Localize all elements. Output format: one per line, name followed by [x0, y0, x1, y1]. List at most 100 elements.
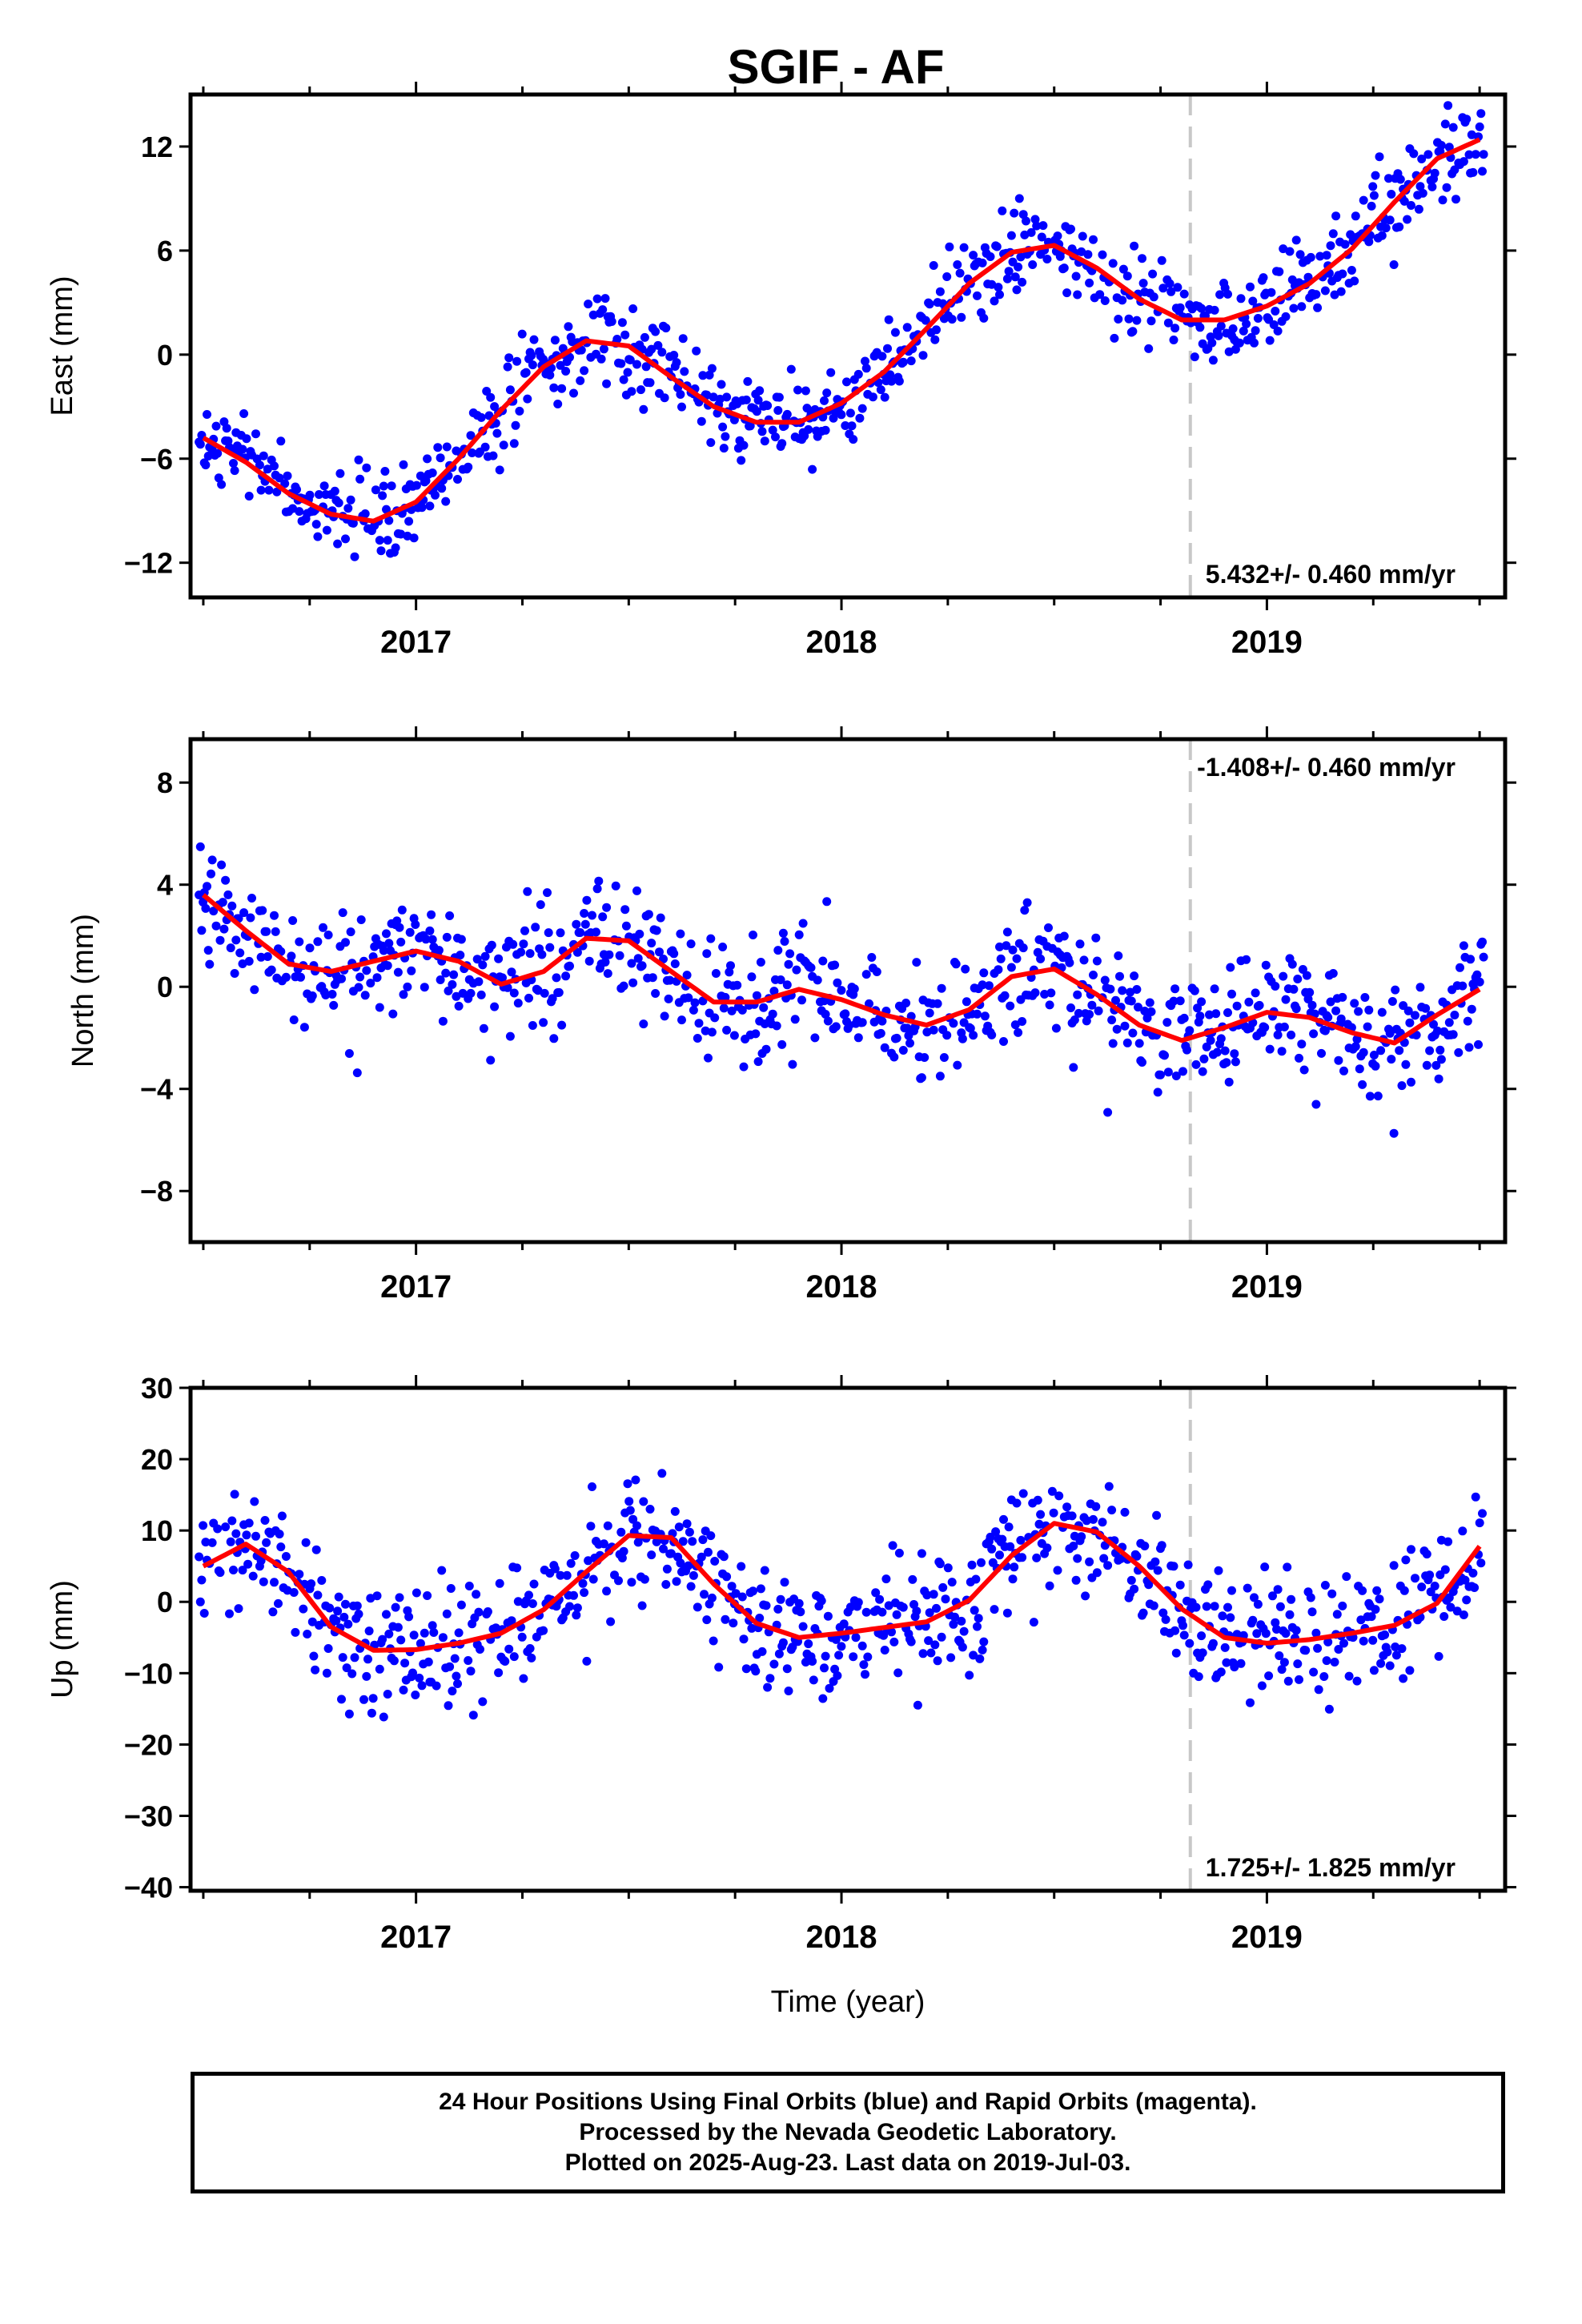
data-point — [384, 516, 394, 525]
data-point — [509, 1652, 519, 1662]
data-point — [1371, 1061, 1380, 1071]
data-point — [1045, 1000, 1054, 1010]
chart-panel-3: 30 20 10 0 −10 −20 −30 −40 2017 2018 2019 Up (mm) 1.… — [46, 1372, 1516, 1955]
data-point — [354, 983, 363, 992]
data-point — [395, 1593, 404, 1602]
data-point — [1315, 251, 1325, 261]
data-point — [1211, 1009, 1221, 1019]
data-point — [523, 394, 532, 404]
data-point — [277, 1511, 287, 1521]
data-point — [1046, 988, 1056, 998]
data-point — [957, 312, 966, 322]
data-point — [637, 961, 647, 971]
data-point — [260, 1516, 270, 1525]
data-point — [1275, 1602, 1285, 1611]
data-point — [303, 1630, 312, 1638]
data-point — [1271, 1618, 1280, 1627]
data-point — [786, 364, 796, 374]
data-point — [684, 993, 693, 1003]
data-point — [256, 485, 266, 495]
data-point — [1287, 959, 1297, 969]
data-point — [942, 1031, 952, 1040]
data-point — [837, 1642, 846, 1651]
data-point — [635, 929, 644, 939]
data-point — [682, 1519, 692, 1529]
data-point — [521, 368, 531, 377]
data-point — [1443, 101, 1453, 111]
data-point — [549, 383, 559, 392]
data-point — [640, 332, 649, 342]
data-point — [1059, 931, 1069, 941]
data-point — [945, 242, 954, 251]
y-tick-label: 30 — [141, 1372, 173, 1405]
data-point — [710, 1557, 720, 1566]
data-point — [1257, 1681, 1267, 1691]
data-point — [213, 448, 223, 458]
data-point — [1317, 1048, 1326, 1058]
data-point — [1313, 303, 1323, 312]
data-point — [1277, 1047, 1287, 1056]
velocity-label: 1.725+/- 1.825 mm/yr — [1206, 1853, 1456, 1882]
data-point — [693, 1034, 702, 1043]
data-point — [628, 1514, 638, 1524]
data-point — [689, 1570, 698, 1580]
data-point — [1297, 302, 1307, 312]
data-point — [476, 990, 486, 999]
x-tick-label: 2017 — [380, 625, 452, 660]
data-point — [1202, 1602, 1211, 1611]
plot-frame — [188, 92, 1508, 600]
data-point — [1183, 1560, 1193, 1570]
data-point — [1478, 1509, 1487, 1518]
data-point — [1108, 259, 1118, 268]
data-point — [739, 1062, 749, 1072]
data-point — [672, 358, 681, 368]
data-point — [662, 1564, 672, 1574]
data-point — [768, 1009, 777, 1019]
data-point — [429, 1628, 439, 1637]
data-point — [1448, 1030, 1458, 1039]
data-point — [946, 1653, 956, 1663]
data-point — [1099, 1554, 1109, 1563]
data-point — [1478, 167, 1487, 176]
data-point — [933, 1656, 942, 1666]
data-point — [880, 392, 889, 402]
data-point — [761, 1601, 771, 1610]
data-point — [1022, 216, 1030, 226]
data-point — [383, 961, 392, 971]
data-point — [877, 1607, 887, 1617]
data-point — [1190, 352, 1199, 362]
data-point — [380, 467, 390, 476]
data-point — [1320, 1026, 1330, 1035]
data-point — [1448, 123, 1458, 132]
data-point — [549, 1034, 559, 1043]
data-point — [760, 1566, 769, 1575]
data-point — [1124, 314, 1134, 324]
data-point — [737, 456, 746, 465]
data-point — [572, 919, 581, 929]
data-point — [1202, 1042, 1211, 1051]
data-point — [1002, 1608, 1012, 1618]
data-point — [576, 345, 586, 355]
data-point — [1020, 230, 1030, 239]
data-point — [627, 387, 636, 396]
data-point — [1205, 1010, 1214, 1019]
data-point — [1468, 167, 1478, 177]
data-point — [1012, 954, 1022, 963]
data-point — [244, 492, 254, 501]
data-point — [659, 1544, 668, 1554]
data-point — [362, 966, 371, 975]
data-point — [1407, 1545, 1415, 1554]
data-point — [612, 335, 622, 344]
data-point — [996, 954, 1006, 963]
data-point — [1442, 183, 1452, 192]
data-point — [599, 1539, 608, 1549]
data-point — [822, 897, 832, 907]
data-point — [404, 517, 414, 526]
data-point — [859, 1660, 869, 1670]
data-point — [958, 1034, 967, 1043]
data-point — [645, 1505, 655, 1514]
data-point — [1179, 1013, 1189, 1023]
data-point — [953, 1060, 962, 1070]
data-point — [678, 334, 688, 344]
data-point — [925, 1008, 934, 1018]
